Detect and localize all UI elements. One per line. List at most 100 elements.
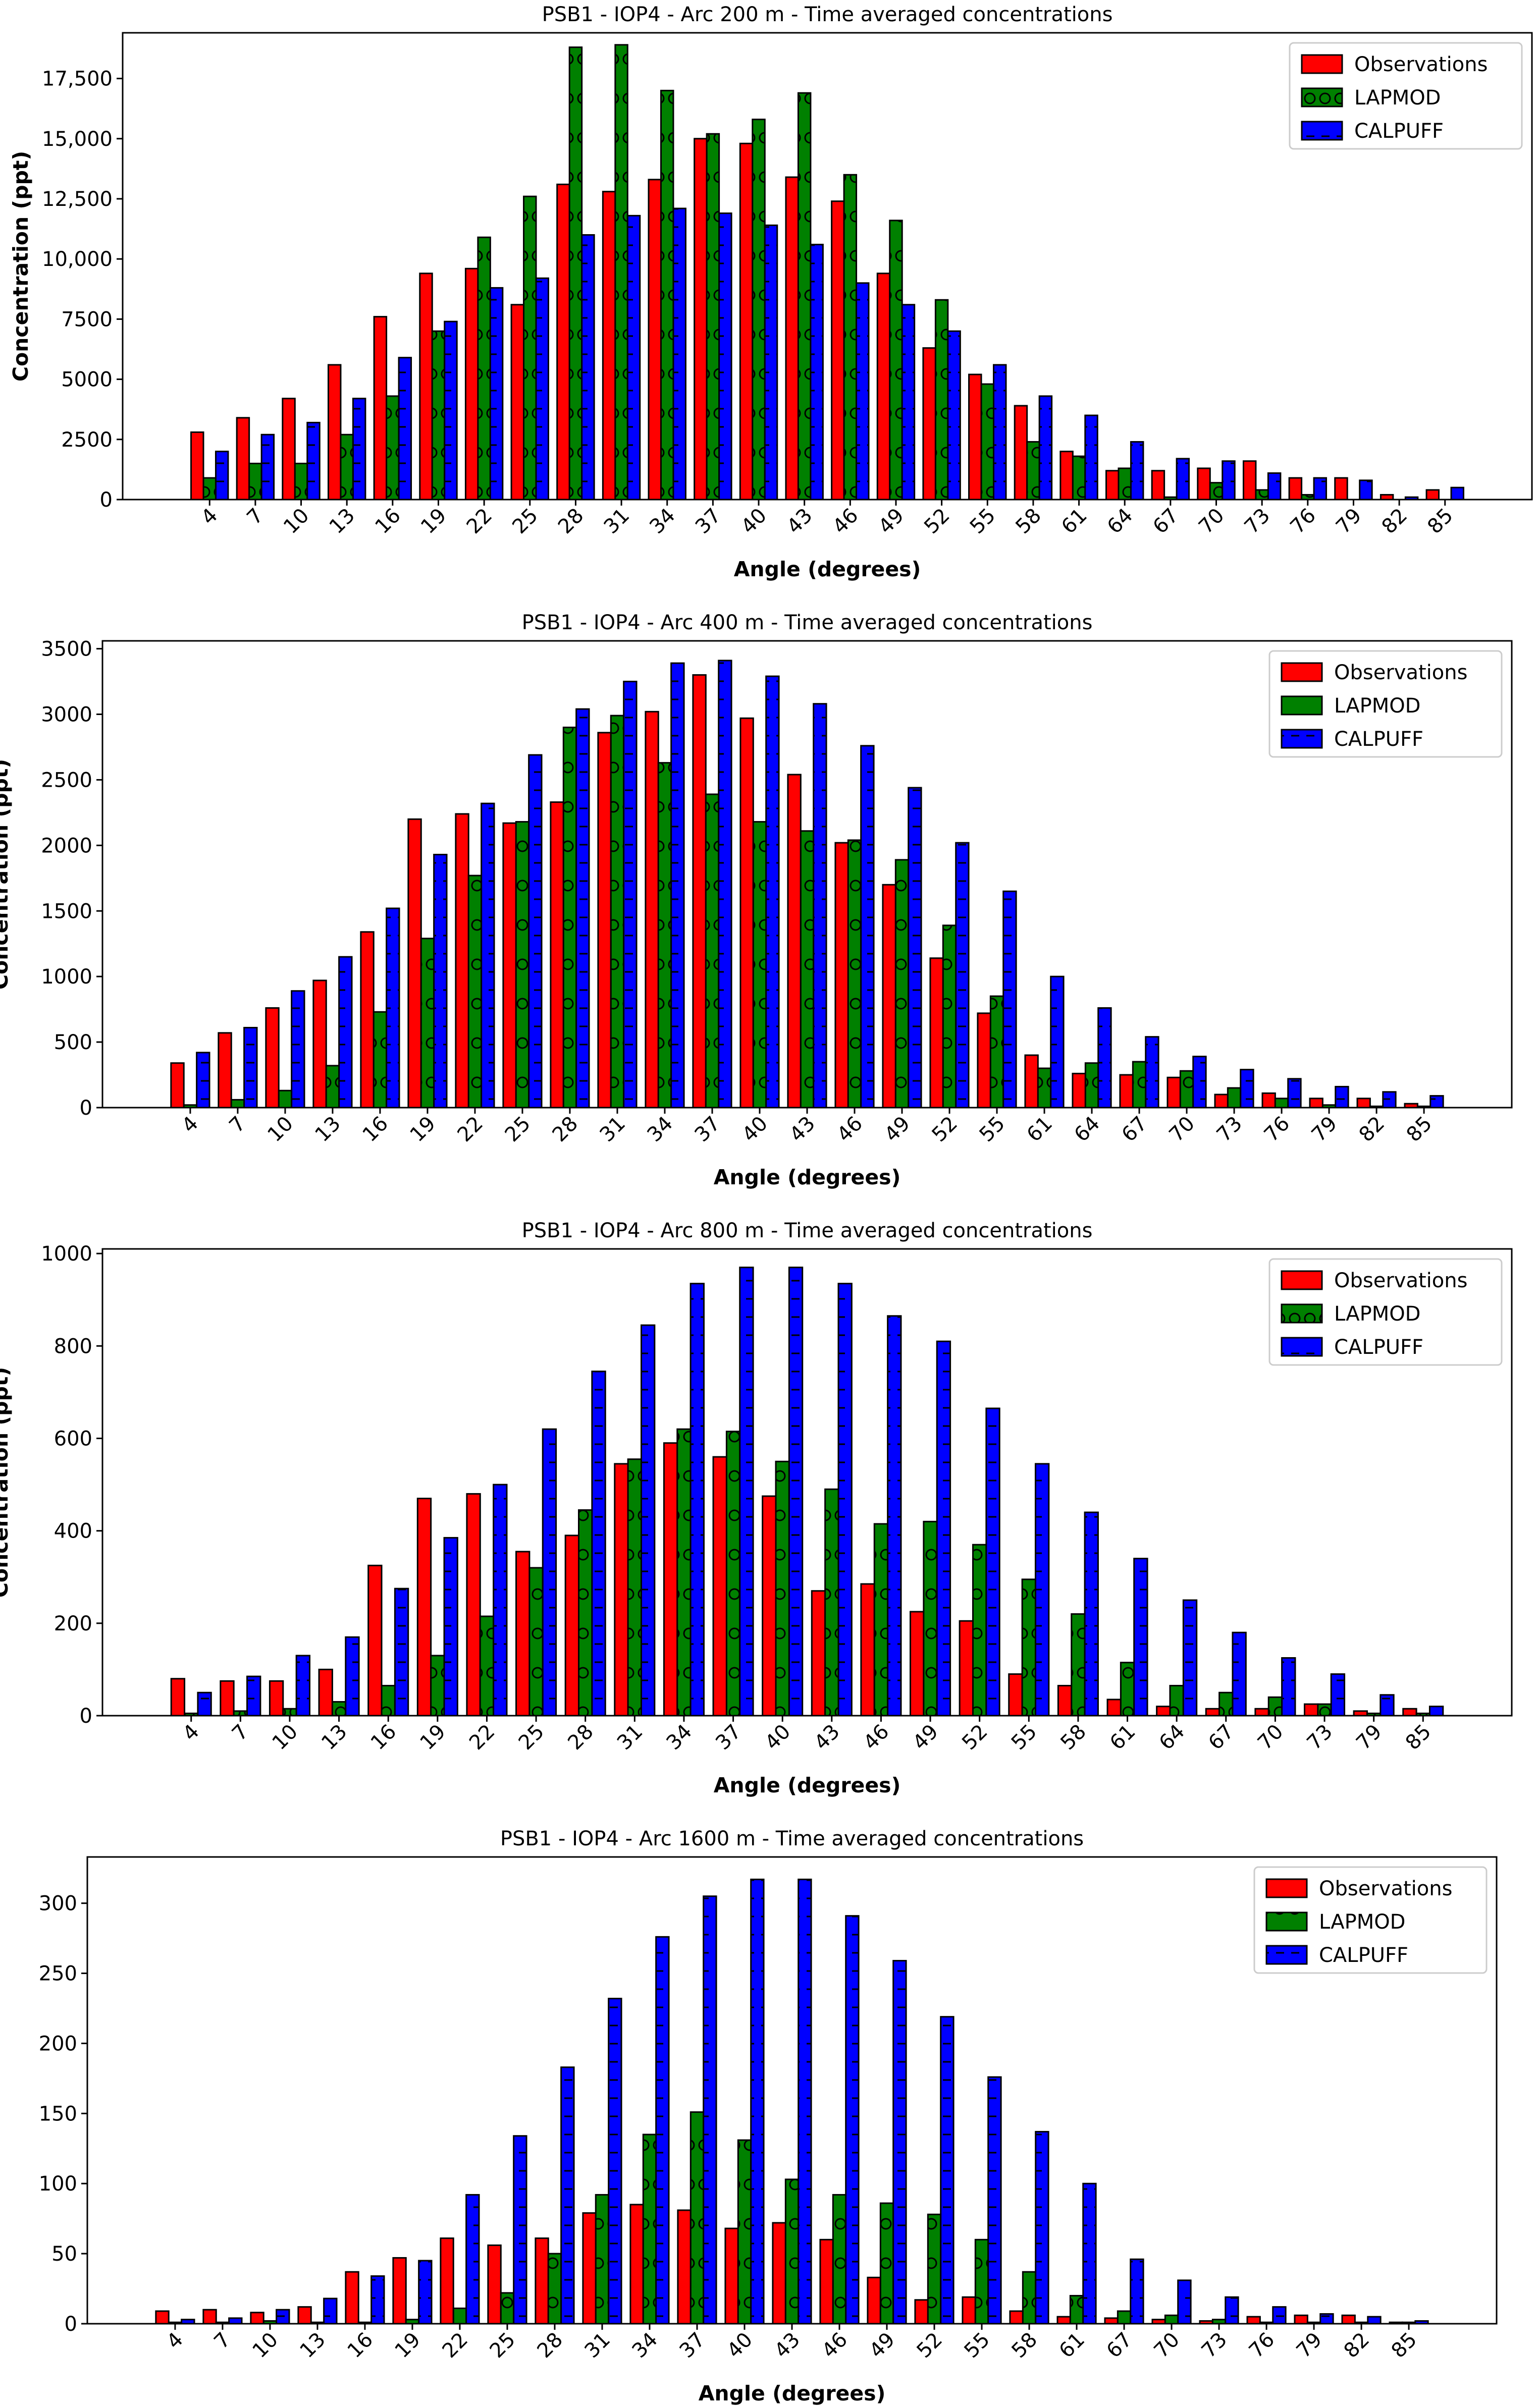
- y-tick-label: 400: [54, 1520, 92, 1543]
- bar-hatch: [1268, 473, 1281, 500]
- bar-hatch: [902, 304, 915, 500]
- legend-label-calpuff: CALPUFF: [1319, 1944, 1408, 1967]
- x-tick-label: 25: [486, 2328, 520, 2363]
- x-tick-label: 76: [1260, 1112, 1295, 1147]
- bar-hatch: [197, 1692, 211, 1716]
- y-tick-label: 17,500: [42, 68, 113, 91]
- bar-hatch: [658, 762, 671, 1108]
- series-lapmod: [168, 2111, 1416, 2325]
- bar-hatch: [1322, 1105, 1336, 1108]
- x-tick-label: 46: [833, 1112, 868, 1147]
- bar-observations: [819, 2238, 834, 2325]
- bar-observations: [502, 822, 517, 1109]
- bar-hatch: [332, 1702, 346, 1716]
- legend-swatch-hatch: [1282, 696, 1322, 715]
- bar-hatch: [1415, 2321, 1428, 2324]
- bar-observations: [1014, 405, 1028, 501]
- bar-observations: [1303, 1703, 1319, 1717]
- bar-hatch: [776, 1461, 789, 1716]
- legend: Observations LAPMOD CALPUFF: [1268, 1258, 1503, 1366]
- bar-hatch: [1228, 1088, 1241, 1108]
- bar-hatch: [481, 803, 495, 1108]
- bar-observations: [910, 1611, 925, 1717]
- legend-swatch-observations: [1281, 662, 1323, 682]
- bar-observations: [218, 1032, 232, 1109]
- bar-observations: [155, 2310, 170, 2325]
- x-tick-label: 40: [738, 1112, 773, 1147]
- x-tick-label: 85: [1387, 2328, 1422, 2363]
- y-tick-label: 0: [100, 488, 113, 512]
- y-tick-label: 12,500: [42, 188, 113, 211]
- x-tick-label: 28: [548, 1112, 583, 1147]
- x-tick-label: 4: [178, 1720, 204, 1746]
- bar-hatch: [1035, 1463, 1049, 1716]
- bar-hatch: [324, 2298, 337, 2324]
- x-tick-label: 4: [162, 2328, 188, 2354]
- bar-hatch: [975, 2239, 988, 2324]
- y-tick-label: 600: [54, 1427, 92, 1450]
- bar-hatch: [247, 1676, 260, 1716]
- legend-label-observations: Observations: [1334, 661, 1467, 684]
- bar-hatch: [880, 2203, 893, 2324]
- x-tick-label: 73: [1240, 504, 1275, 539]
- bar-hatch: [1070, 2295, 1083, 2324]
- bar-observations: [407, 818, 422, 1109]
- x-tick-label: 37: [711, 1720, 746, 1755]
- bar-hatch: [628, 1459, 642, 1716]
- chart-title: PSB1 - IOP4 - Arc 400 m - Time averaged …: [522, 611, 1093, 634]
- bar-observations: [787, 774, 802, 1109]
- bar-observations: [648, 179, 662, 501]
- x-tick-label: 10: [268, 1720, 303, 1755]
- x-tick-label: 79: [1307, 1112, 1342, 1147]
- bar-observations: [1402, 1708, 1417, 1717]
- bar-hatch: [234, 1711, 247, 1716]
- legend: Observations LAPMOD CALPUFF: [1253, 1866, 1488, 1974]
- bar-observations: [1059, 451, 1074, 501]
- bar-observations: [1246, 2316, 1261, 2325]
- x-tick-label: 4: [177, 1112, 203, 1138]
- x-tick-label: 25: [514, 1720, 549, 1755]
- x-tick-label: 46: [818, 2328, 853, 2363]
- y-tick-label: 1000: [41, 1242, 92, 1266]
- x-tick-label: 34: [628, 2328, 663, 2363]
- bar-hatch: [501, 2292, 514, 2324]
- x-tick-label: 7: [242, 504, 268, 530]
- bar-hatch: [1071, 1614, 1085, 1716]
- bar-hatch: [490, 288, 503, 500]
- bar-hatch: [1118, 2311, 1131, 2324]
- x-tick-label: 31: [596, 1112, 630, 1147]
- x-tick-label: 70: [1253, 1720, 1288, 1755]
- series-lapmod: [183, 715, 1431, 1109]
- legend-swatch-hatch: [1282, 1304, 1322, 1323]
- x-tick-label: 70: [1150, 2328, 1185, 2363]
- bar-hatch: [244, 1027, 257, 1108]
- bar-hatch: [1367, 2317, 1381, 2324]
- y-tick-label: 500: [54, 1031, 92, 1054]
- x-tick-label: 19: [416, 504, 451, 539]
- bar-hatch: [973, 1545, 986, 1716]
- x-tick-label: 37: [675, 2328, 710, 2363]
- bar-observations: [922, 347, 936, 501]
- bar-hatch: [981, 384, 994, 500]
- bar-hatch: [1405, 497, 1418, 500]
- bar-observations: [597, 732, 612, 1109]
- bar-hatch: [1272, 2307, 1286, 2324]
- bar-hatch: [513, 2136, 527, 2324]
- x-tick-label: 25: [508, 504, 543, 539]
- bar-hatch: [1314, 478, 1327, 500]
- bar-observations: [692, 674, 707, 1109]
- plot-area-frame: [101, 1248, 1513, 1717]
- chart-panel-1: PSB1 - IOP4 - Arc 200 m - Time averaged …: [9, 3, 1533, 581]
- bar-observations: [724, 2227, 739, 2325]
- x-tick-label: 16: [370, 504, 405, 539]
- legend-swatch-hatch: [1282, 730, 1322, 748]
- bar-hatch: [1121, 1662, 1134, 1716]
- bar-observations: [959, 1620, 974, 1717]
- bar-hatch: [833, 2195, 846, 2324]
- bar-hatch: [1098, 1008, 1111, 1108]
- legend-box: [1268, 650, 1503, 758]
- x-tick-label: 34: [643, 1112, 678, 1147]
- legend-box: [1268, 1258, 1503, 1366]
- bar-hatch: [691, 2112, 704, 2324]
- bar-hatch: [753, 822, 766, 1108]
